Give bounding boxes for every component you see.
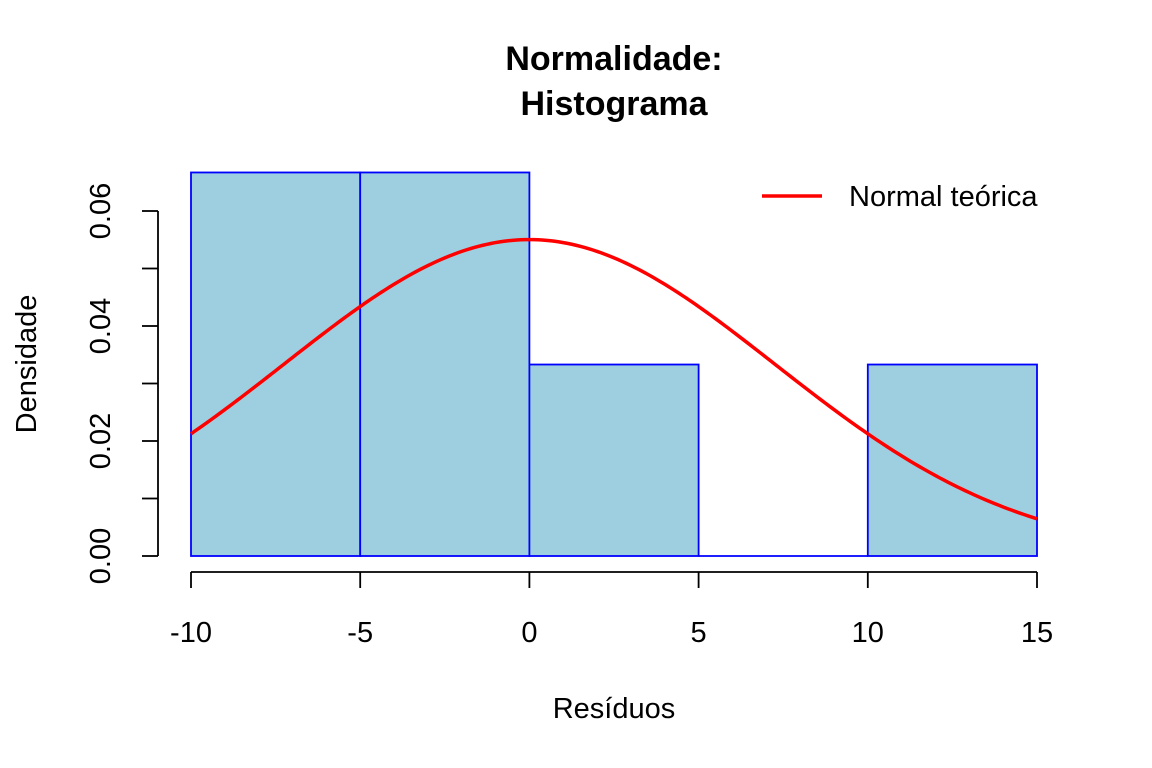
histogram-bar-4 bbox=[866, 363, 1038, 557]
legend-label-normal: Normal teórica bbox=[849, 181, 1038, 213]
y-tick-label: 0.02 bbox=[85, 413, 117, 469]
histogram-bars bbox=[190, 171, 1038, 557]
x-tick-label: -10 bbox=[170, 617, 212, 649]
y-axis: 0.00 0.02 0.04 0.06 bbox=[85, 183, 159, 584]
x-axis: -10 -5 0 5 10 15 bbox=[170, 571, 1053, 649]
x-tick-label: 0 bbox=[521, 617, 537, 649]
histogram-bar-2 bbox=[528, 363, 700, 557]
histogram-bar-0 bbox=[190, 171, 362, 557]
histogram-bar-1 bbox=[359, 171, 531, 557]
x-axis-label: Resíduos bbox=[553, 693, 676, 725]
normal-curve-line bbox=[190, 237, 1038, 521]
x-tick-label: 5 bbox=[691, 617, 707, 649]
legend: Normal teórica bbox=[762, 181, 1038, 213]
chart-title-line-2: Histograma bbox=[520, 85, 708, 123]
y-tick-label: 0.04 bbox=[85, 298, 117, 354]
chart-title-line-1: Normalidade: bbox=[505, 40, 722, 78]
y-axis-label: Densidade bbox=[11, 295, 43, 434]
y-tick-label: 0.06 bbox=[85, 183, 117, 239]
x-tick-label: -5 bbox=[347, 617, 373, 649]
x-tick-label: 15 bbox=[1021, 617, 1053, 649]
y-tick-label: 0.00 bbox=[85, 528, 117, 584]
x-tick-label: 10 bbox=[852, 617, 884, 649]
